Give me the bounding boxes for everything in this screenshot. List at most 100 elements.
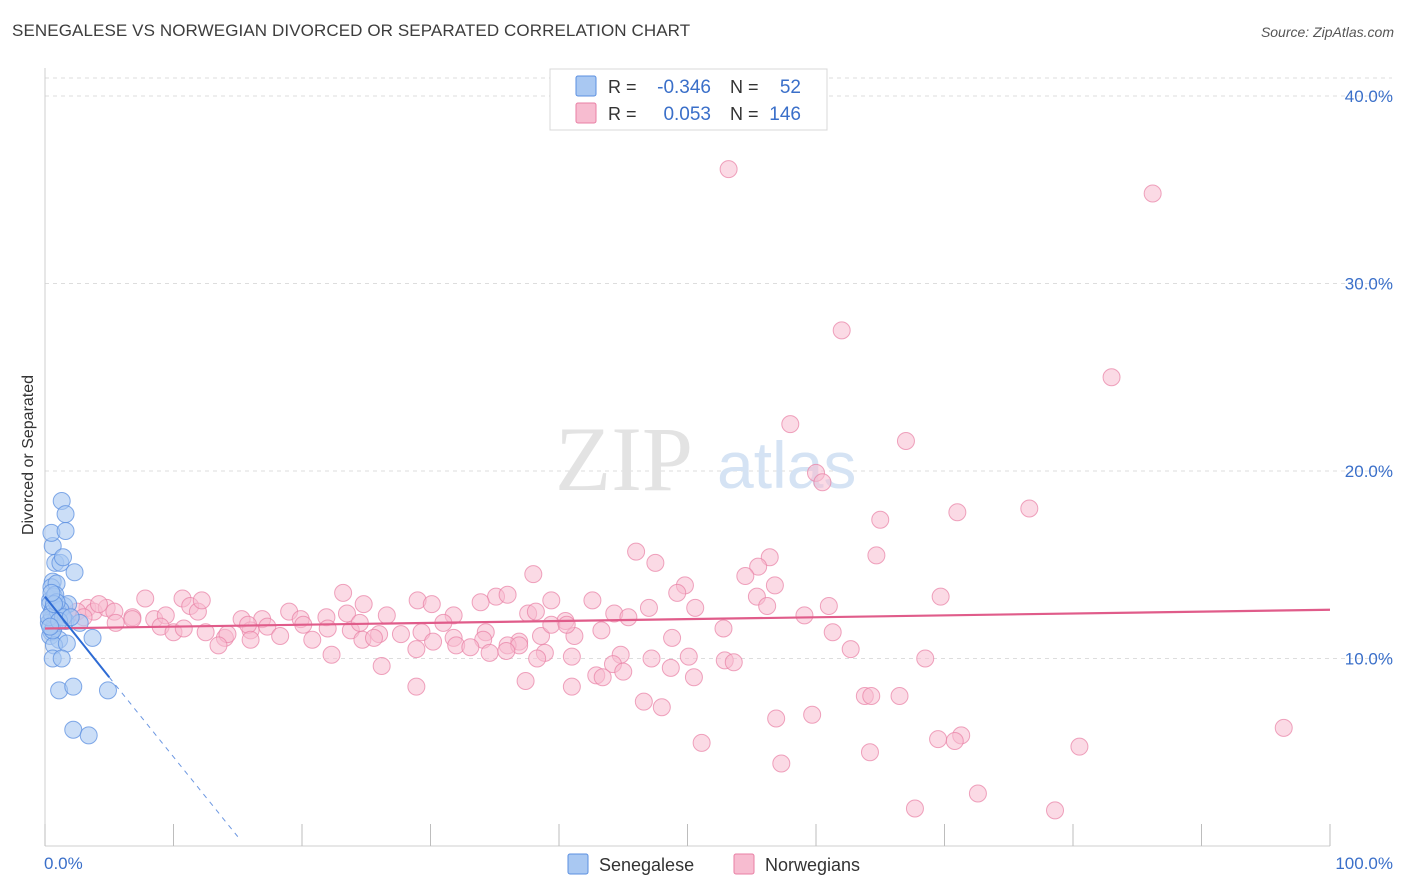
senegalese-trend-line bbox=[44, 596, 111, 678]
norwegian-point bbox=[719, 160, 738, 179]
norwegian-point bbox=[819, 597, 838, 615]
norwegian-point bbox=[424, 632, 443, 651]
norwegian-point bbox=[646, 553, 665, 572]
norwegian-point bbox=[562, 677, 581, 696]
norwegian-point bbox=[781, 415, 800, 434]
norwegian-point bbox=[772, 754, 791, 773]
norwegian-point bbox=[614, 662, 633, 681]
norwegian-point bbox=[557, 615, 576, 634]
norwegian-point bbox=[758, 597, 777, 615]
norwegian-point bbox=[1046, 801, 1065, 820]
norwegian-point bbox=[372, 657, 391, 675]
bottom-legend: Senegalese Norwegians bbox=[567, 853, 860, 875]
norwegian-point bbox=[679, 647, 698, 666]
legend: R = -0.346 N = 52 R = 0.053 N = 146 bbox=[549, 68, 828, 131]
norwegian-point bbox=[542, 591, 561, 610]
norwegian-point bbox=[497, 642, 516, 660]
norwegian-point bbox=[929, 730, 948, 749]
norwegian-point bbox=[627, 542, 646, 561]
senegalese-point bbox=[64, 720, 83, 739]
norwegian-point bbox=[498, 585, 517, 604]
norwegian-point bbox=[1102, 368, 1121, 387]
watermark: ZIP atlas bbox=[555, 408, 856, 510]
senegalese-point bbox=[42, 583, 61, 602]
legend-r-label-2: R = bbox=[608, 104, 637, 124]
senegalese-trend-extension bbox=[108, 676, 239, 837]
norwegian-point bbox=[736, 567, 755, 585]
norwegian-point bbox=[337, 604, 356, 623]
legend-r-value-1: -0.346 bbox=[657, 77, 711, 98]
norwegian-point bbox=[692, 733, 711, 752]
norwegian-point bbox=[480, 643, 499, 662]
legend-n-label-2: N = bbox=[730, 104, 759, 124]
norwegian-trend-line bbox=[44, 608, 1331, 630]
norwegian-point bbox=[407, 677, 426, 696]
norwegian-point bbox=[106, 613, 125, 632]
norwegian-point bbox=[619, 608, 638, 627]
norwegian-point bbox=[803, 705, 822, 724]
senegalese-point bbox=[57, 634, 76, 653]
legend-n-label-1: N = bbox=[730, 77, 759, 97]
x-tick-label-min: 0.0% bbox=[44, 854, 83, 873]
norwegian-point bbox=[841, 640, 860, 659]
norwegian-point bbox=[860, 743, 879, 762]
watermark-atlas: atlas bbox=[717, 428, 856, 502]
senegalese-point bbox=[53, 548, 72, 567]
norwegian-point bbox=[931, 587, 950, 606]
norwegian-point bbox=[684, 668, 703, 687]
senegalese-point bbox=[56, 505, 75, 524]
norwegian-point bbox=[532, 627, 551, 645]
y-tick-label: 20.0% bbox=[1345, 462, 1393, 481]
norwegian-point bbox=[318, 619, 337, 638]
source-label: Source: ZipAtlas.com bbox=[1260, 24, 1394, 40]
legend-n-value-2: 146 bbox=[769, 104, 801, 125]
norwegian-point bbox=[303, 630, 322, 649]
norwegian-point bbox=[89, 595, 108, 614]
y-tick-label: 40.0% bbox=[1345, 87, 1393, 106]
norwegian-point bbox=[862, 687, 881, 705]
norwegian-point bbox=[652, 698, 671, 717]
norwegian-point bbox=[391, 625, 410, 644]
legend-r-label-1: R = bbox=[608, 77, 637, 97]
norwegian-point bbox=[524, 565, 543, 584]
x-tick-label-max: 100.0% bbox=[1335, 854, 1393, 873]
norwegian-point bbox=[528, 649, 547, 668]
senegalese-point bbox=[98, 681, 117, 700]
norwegian-point bbox=[661, 658, 680, 677]
legend-swatch-norwegians bbox=[575, 102, 597, 124]
norwegian-point bbox=[592, 621, 611, 640]
senegalese-point bbox=[79, 726, 98, 745]
y-tick-labels: 10.0% 20.0% 30.0% 40.0% bbox=[1345, 87, 1393, 669]
norwegian-point bbox=[1020, 499, 1039, 518]
norwegian-point bbox=[322, 645, 341, 664]
norwegian-point bbox=[813, 473, 832, 492]
norwegian-point bbox=[945, 732, 964, 750]
senegalese-point bbox=[61, 608, 80, 627]
senegalese-point bbox=[41, 617, 60, 636]
norwegian-point bbox=[334, 583, 353, 602]
norwegian-point bbox=[714, 619, 733, 638]
x-ticks bbox=[44, 824, 1331, 846]
bottom-legend-swatch-senegalese bbox=[567, 853, 589, 875]
bottom-legend-senegalese: Senegalese bbox=[599, 855, 694, 875]
senegalese-point bbox=[56, 522, 75, 540]
norwegian-point bbox=[642, 649, 661, 668]
norwegian-point bbox=[634, 692, 653, 711]
norwegian-point bbox=[526, 602, 545, 621]
legend-n-value-1: 52 bbox=[780, 77, 801, 98]
norwegian-point bbox=[192, 591, 211, 610]
norwegian-point bbox=[905, 799, 924, 818]
norwegian-point bbox=[795, 606, 814, 625]
watermark-zip: ZIP bbox=[555, 408, 693, 510]
trend-lines bbox=[44, 596, 1331, 837]
norwegian-point bbox=[916, 649, 935, 668]
norwegian-point bbox=[686, 598, 705, 617]
norwegian-point bbox=[832, 321, 851, 340]
norwegian-point bbox=[354, 595, 373, 614]
norwegian-point bbox=[241, 630, 260, 649]
norwegian-point bbox=[1143, 184, 1162, 203]
norwegian-point bbox=[258, 617, 277, 636]
norwegian-point bbox=[461, 638, 480, 657]
norwegian-point bbox=[209, 636, 228, 655]
